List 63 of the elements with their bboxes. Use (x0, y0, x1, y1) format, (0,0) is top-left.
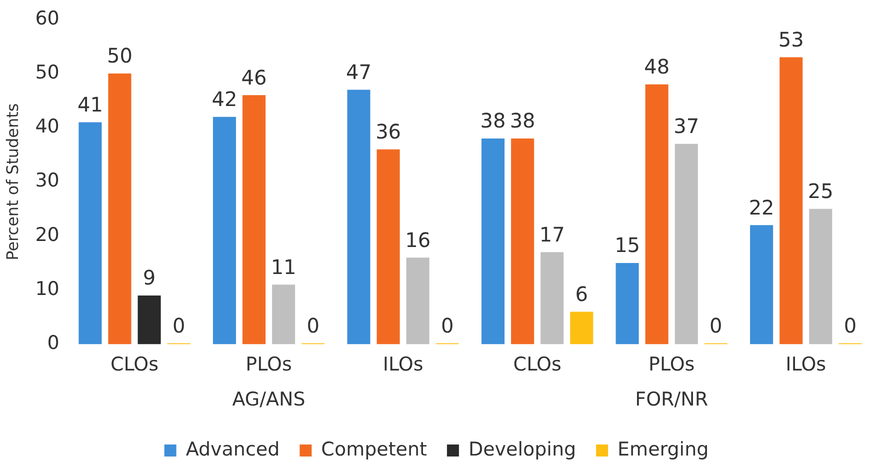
data-label: 53 (778, 27, 804, 52)
legend-label: Developing (468, 438, 576, 460)
y-tick-label: 30 (35, 170, 60, 192)
bar (481, 138, 505, 344)
legend-label: Advanced (186, 438, 280, 460)
y-tick-label: 50 (35, 61, 60, 84)
bar (406, 258, 430, 344)
bar (645, 84, 668, 344)
data-label: 9 (142, 266, 156, 290)
data-label: 41 (77, 92, 103, 116)
y-tick-label: 20 (35, 224, 60, 246)
data-label: 50 (107, 44, 132, 68)
data-label: 46 (241, 65, 267, 90)
bar (750, 225, 774, 344)
bar (570, 312, 594, 344)
legend-label: Competent (321, 438, 427, 460)
x-tick-label: ILOs (382, 354, 424, 376)
data-label: 22 (748, 195, 774, 220)
y-axis-title: Percent of Students (2, 103, 22, 260)
x-tick-label: ILOs (786, 354, 826, 376)
data-label: 11 (270, 254, 296, 279)
y-tick-label: 0 (47, 332, 60, 354)
bar (511, 138, 534, 344)
x-tick-label: PLOs (246, 354, 292, 376)
bar (616, 263, 639, 344)
x-tick-label: PLOs (648, 354, 695, 376)
data-label: 36 (376, 120, 402, 144)
data-label: 42 (212, 87, 238, 112)
y-tick-label: 60 (35, 7, 60, 30)
bar (78, 122, 102, 344)
bar (780, 57, 803, 344)
data-label: 17 (539, 222, 565, 246)
bar (212, 116, 236, 344)
bar (108, 74, 132, 344)
data-label: 38 (480, 108, 506, 133)
data-label: 15 (614, 233, 640, 258)
data-label: 0 (440, 313, 454, 338)
data-label: 48 (644, 54, 670, 79)
legend-label: Emerging (618, 438, 709, 460)
data-label: 47 (346, 60, 372, 84)
bar (376, 149, 400, 344)
data-label: 38 (510, 108, 536, 133)
text: FOR/NR (635, 388, 708, 410)
data-label: 0 (172, 313, 186, 338)
bar (272, 284, 296, 344)
y-tick-label: 10 (35, 278, 60, 300)
bar (347, 90, 370, 344)
data-label: 0 (844, 313, 857, 338)
data-label: 37 (674, 114, 700, 138)
bar (540, 252, 564, 344)
text: AG/ANS (232, 388, 306, 410)
bar (809, 208, 832, 344)
bar (242, 95, 266, 344)
data-label: 16 (405, 228, 431, 252)
bar (138, 295, 161, 344)
data-label: 6 (575, 282, 588, 306)
y-tick-label: 40 (35, 116, 60, 138)
x-tick-label: CLOs (110, 354, 159, 376)
data-label: 25 (808, 179, 834, 204)
bar (674, 144, 698, 344)
data-label: 0 (306, 313, 320, 338)
x-tick-label: CLOs (513, 354, 562, 376)
data-label: 0 (710, 313, 722, 338)
